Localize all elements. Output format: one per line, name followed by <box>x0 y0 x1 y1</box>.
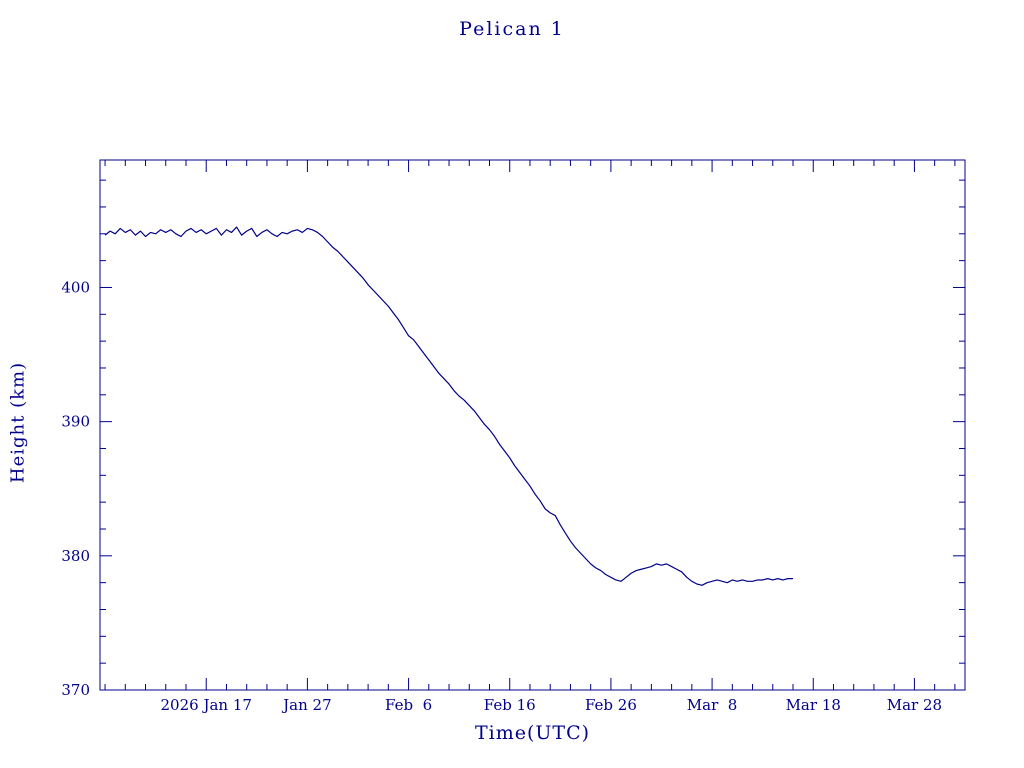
y-tick-label: 380 <box>61 547 90 565</box>
x-tick-label: 2026 Jan 17 <box>161 696 252 714</box>
chart-title: Pelican 1 <box>459 18 565 40</box>
series-line-height_km <box>104 226 794 586</box>
y-tick-label: 400 <box>61 278 90 296</box>
y-tick-label: 370 <box>61 681 90 699</box>
x-tick-label: Mar 28 <box>887 696 942 714</box>
x-tick-label: Feb 16 <box>484 696 536 714</box>
x-axis-label: Time(UTC) <box>474 722 591 744</box>
y-tick-label: 390 <box>61 413 90 431</box>
plot-frame <box>99 159 966 691</box>
x-tick-label: Mar 18 <box>786 696 841 714</box>
x-tick-label: Feb 26 <box>585 696 637 714</box>
x-tick-label: Mar 8 <box>687 696 738 714</box>
x-tick-label: Feb 6 <box>385 696 432 714</box>
x-tick-label: Jan 27 <box>281 696 331 714</box>
